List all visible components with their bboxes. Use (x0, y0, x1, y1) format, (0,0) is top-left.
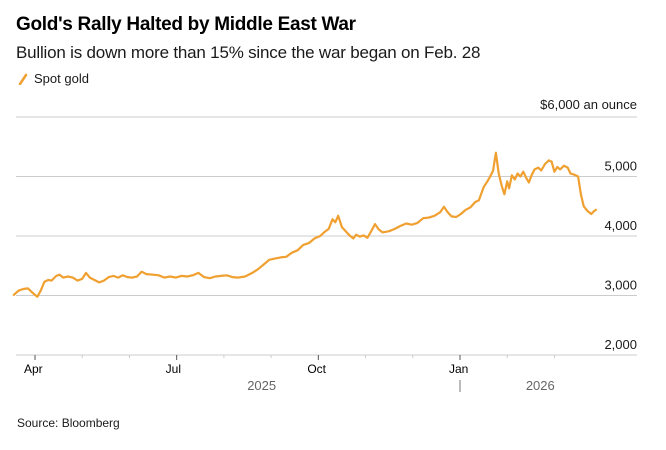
gridlines (16, 116, 637, 296)
x-tick-label: Jan (449, 362, 468, 376)
source-note: Source: Bloomberg (17, 416, 120, 430)
year-label: 2025 (247, 378, 276, 393)
legend: Spot gold (18, 71, 89, 86)
legend-swatch-spot-gold (18, 73, 28, 85)
chart-title: Gold's Rally Halted by Middle East War (16, 14, 356, 35)
year-label: 2026 (526, 378, 555, 393)
y-tick-label: 3,000 (604, 278, 637, 293)
x-tick-label: Apr (24, 362, 43, 376)
y-tick-label: 2,000 (604, 337, 637, 352)
series-layer (12, 151, 598, 298)
chart-subtitle: Bullion is down more than 15% since the … (16, 43, 481, 62)
y-tick-label: 4,000 (604, 218, 637, 233)
y-tick-label: 5,000 (604, 159, 637, 174)
x-axis (16, 354, 637, 392)
tick-labels: 5,000 4,000 3,000 2,000 Apr Jul Oct Jan 2025 2026 (24, 159, 637, 394)
y-axis-unit-label: $6,000 an ounce (540, 97, 637, 112)
series-line-spot-gold (12, 151, 598, 298)
x-tick-label: Oct (307, 362, 326, 376)
x-tick-label: Jul (166, 362, 181, 376)
legend-label-spot-gold: Spot gold (34, 71, 89, 86)
